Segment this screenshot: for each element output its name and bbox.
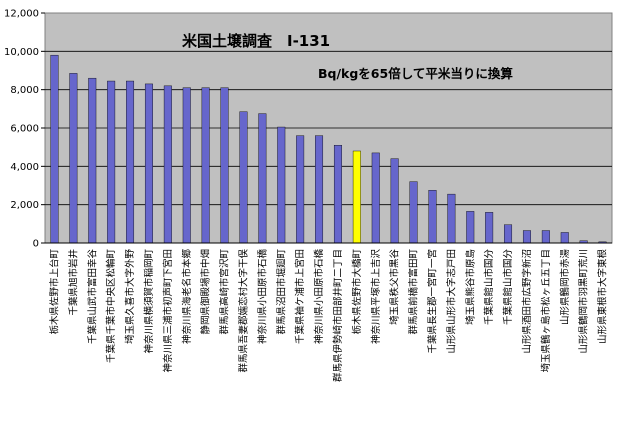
x-category-label: 埼玉県秩父市黒谷 [389,249,401,326]
bar [50,54,59,244]
bar [220,87,229,244]
bar [352,150,361,244]
bar [107,80,116,244]
bar [447,193,456,244]
bar [541,230,550,244]
x-category-label: 山形県山形市大字志戸田 [445,249,457,354]
x-category-label: 群馬県伊勢崎市田部井町二丁目 [332,249,344,382]
y-tick-label: 8,000 [10,85,39,96]
bar [409,181,418,244]
bar [315,135,324,244]
bar [371,152,380,244]
y-tick-label: 4,000 [10,162,39,173]
bar [277,126,286,244]
x-category-label: 神奈川県平塚市上吉沢 [370,249,382,345]
bar [428,190,437,244]
bar [296,135,305,244]
x-category-label: 千葉県旭市岩井 [67,249,79,316]
bar [466,211,475,244]
bar [182,87,191,244]
bar [258,113,267,244]
gridlines [45,50,612,206]
x-category-label: 群馬県前橋市富田町 [408,249,420,335]
y-tick-label: 0 [33,239,39,250]
x-category-label: 千葉県館山市国分 [502,249,514,326]
bar [390,158,399,244]
x-category-label: 神奈川県小田原市石橋 [256,249,268,345]
bars [45,54,612,244]
bar [88,77,97,244]
x-axis-labels: 栃木県佐野市上台町 千葉県旭市岩井 千葉県山武市富田幸谷 千葉県千葉市中央区松輪町 埼玉… [48,249,608,383]
bar [126,80,135,244]
bar [560,232,569,244]
x-category-label: 栃木県佐野市大橋町 [351,249,363,335]
chart-subtitle: Bq/kgを65倍して平米当りに換算 [318,66,513,81]
x-category-label: 神奈川県三浦市初声町下宮田 [162,249,174,373]
x-category-label: 神奈川県海老名市本郷 [181,249,193,345]
bar [239,111,248,244]
x-category-label: 山形県鶴岡市羽黒町荒川 [578,249,590,354]
y-tick-label: 2,000 [10,200,39,211]
x-category-label: 千葉県館山市国分 [483,249,495,326]
x-category-label: 群馬県吾妻郡嬬恋村大字干俣 [237,249,249,373]
bar [163,85,172,244]
x-category-label: 千葉県千葉市中央区松輪町 [105,249,117,364]
bar [69,73,78,244]
y-tick-label: 6,000 [10,124,39,135]
x-category-label: 埼玉県久喜市大字外野 [124,249,136,345]
x-category-label: 栃木県佐野市上台町 [48,249,60,335]
x-category-label: 千葉県長生郡一宮町一宮 [426,249,438,354]
y-axis-ticks: 0 2,000 4,000 6,000 8,000 10,000 12,000 [4,9,45,250]
x-category-label: 千葉県山武市富田幸谷 [86,249,98,345]
x-category-label: 神奈川県小田原市石橋 [313,249,325,345]
x-category-label: 千葉県袖ケ浦市上宮田 [294,249,306,344]
x-category-label: 神奈川県横須賀市稲岡町 [143,249,155,354]
x-category-label: 山形県東根市大字東根 [597,249,609,345]
bar [504,224,513,244]
x-category-label: 群馬県沼田市堀廻町 [275,249,287,335]
x-category-label: 埼玉県鶴ヶ島市松ヶ丘五丁目 [540,249,552,373]
y-tick-label: 12,000 [4,9,39,20]
x-category-label: 静岡県御殿場市中畑 [200,249,212,335]
bar [201,87,210,244]
bar [333,145,342,244]
y-tick-label: 10,000 [4,47,39,58]
bar [522,230,531,244]
chart-title: 米国土壌調査 I-131 [182,32,330,50]
x-category-label: 埼玉県熊谷市原島 [464,249,476,325]
x-category-label: 山形県酒田市広野字新沼 [521,249,533,354]
bar [485,212,494,244]
x-category-label: 群馬県高崎市宮沢町 [219,249,231,335]
x-category-label: 山形県鶴岡市赤湯 [559,249,571,326]
bar [144,83,153,244]
